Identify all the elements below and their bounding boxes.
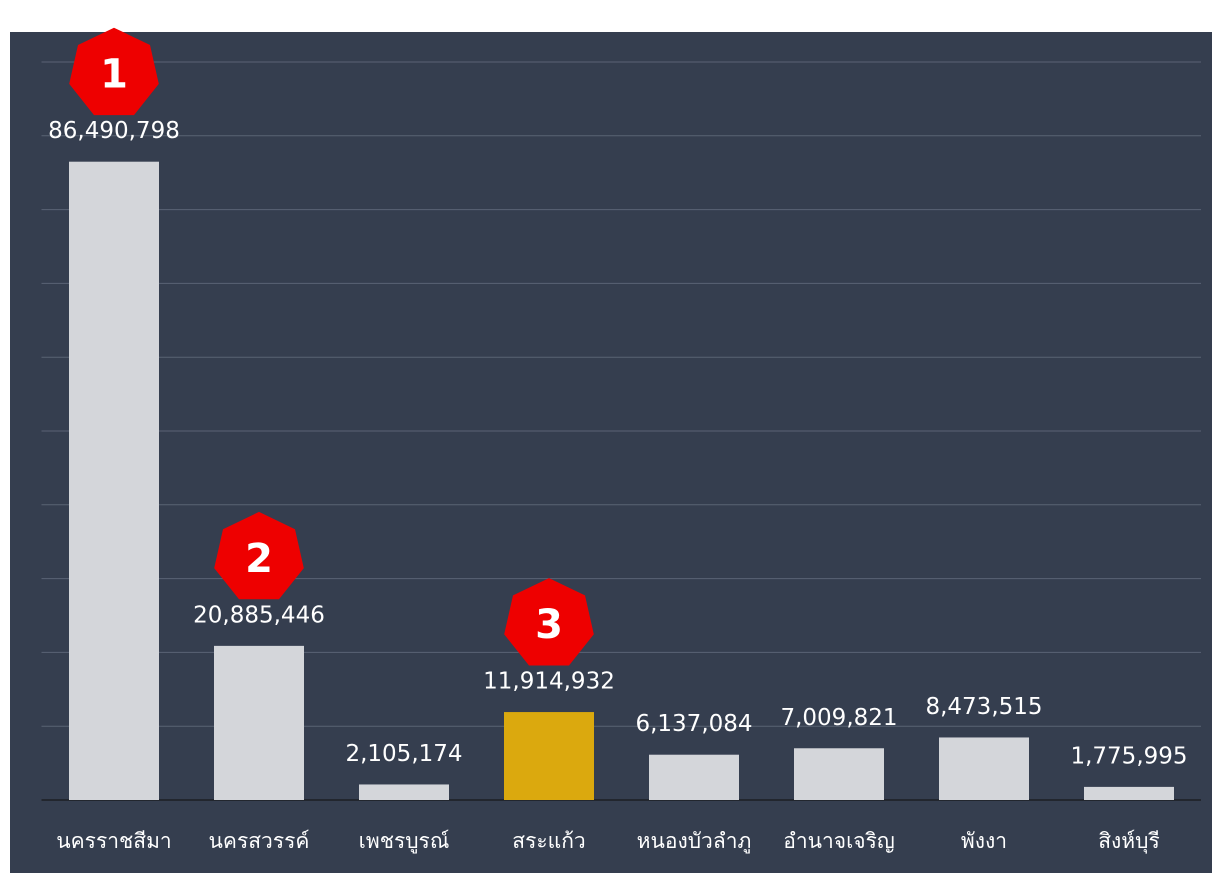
x-tick-label: สระแก้ว [512, 829, 585, 853]
value-label: 7,009,821 [780, 705, 897, 731]
value-label: 2,105,174 [345, 741, 462, 767]
value-label: 11,914,932 [483, 669, 615, 695]
bar [1084, 786, 1174, 800]
bar [214, 645, 304, 800]
rank-badge [69, 27, 159, 116]
bar [359, 784, 449, 800]
rank-badge-label: 2 [245, 536, 273, 582]
x-tick-label: อำนาจเจริญ [783, 829, 895, 853]
x-tick-label: สิงห์บุรี [1098, 829, 1160, 854]
x-tick-label: นครสวรรค์ [209, 829, 310, 853]
bar [939, 737, 1029, 800]
x-tick-label: พังงา [961, 829, 1007, 853]
bar [69, 161, 159, 801]
value-label: 1,775,995 [1070, 743, 1187, 769]
value-label: 86,490,798 [48, 118, 180, 144]
rank-badge [504, 578, 594, 666]
x-tick-label: เพชรบูรณ์ [359, 829, 450, 854]
rank-badge-label: 3 [535, 602, 563, 648]
bar [794, 748, 884, 800]
value-label: 8,473,515 [925, 694, 1042, 720]
bar [649, 754, 739, 800]
x-tick-label: นครราชสีมา [56, 829, 171, 853]
x-tick-label: หนองบัวลำภู [637, 829, 752, 854]
bar [504, 712, 594, 800]
value-label: 20,885,446 [193, 602, 325, 628]
value-label: 6,137,084 [635, 711, 752, 737]
chart-background [10, 32, 1212, 873]
rank-badge-label: 1 [100, 52, 128, 98]
rank-badge [214, 511, 304, 600]
